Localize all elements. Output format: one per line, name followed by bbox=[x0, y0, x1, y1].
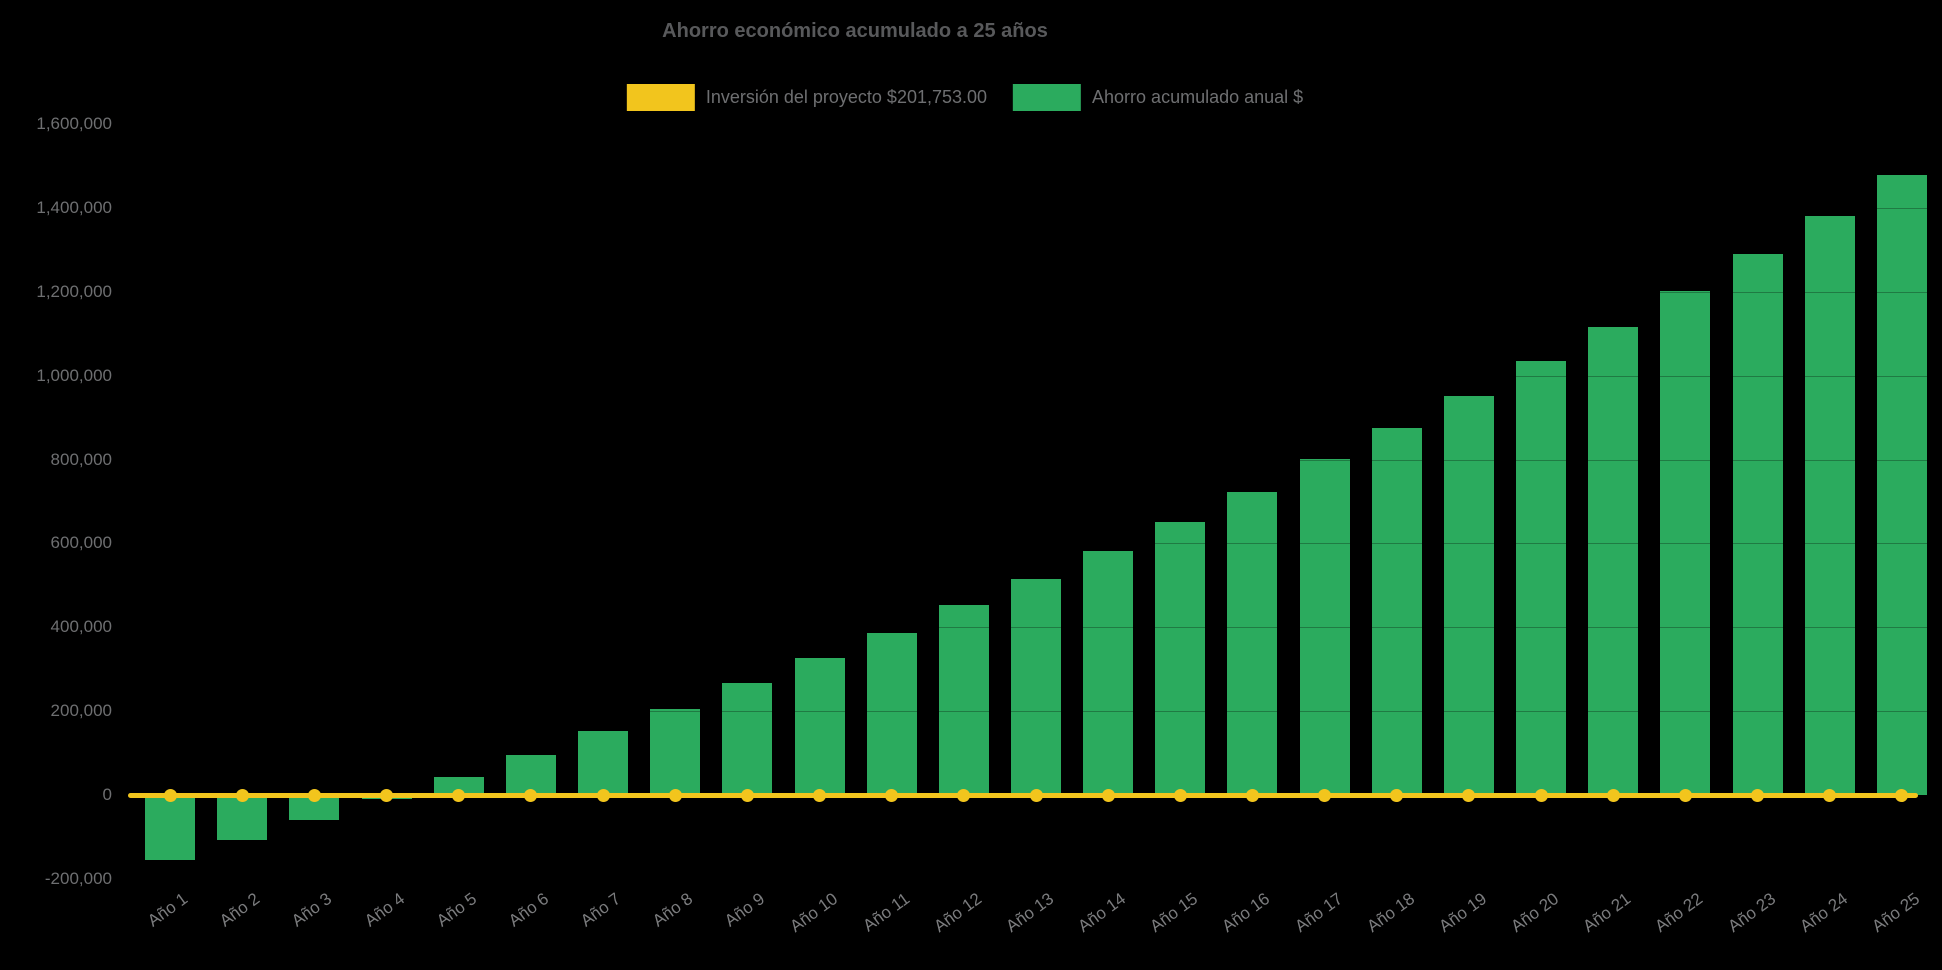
y-axis-tick-label: 1,600,000 bbox=[36, 114, 112, 133]
investment-legend-swatch bbox=[626, 84, 695, 111]
investment-line bbox=[128, 792, 1918, 798]
bar-año-11 bbox=[866, 633, 917, 795]
savings-legend-label: Ahorro acumulado anual $ bbox=[1092, 87, 1304, 107]
investment-line-marker bbox=[1823, 788, 1837, 802]
gridline bbox=[128, 375, 1942, 377]
y-axis-tick-label: 1,000,000 bbox=[36, 365, 112, 385]
gridline bbox=[128, 459, 1942, 461]
y-axis-tick-label: 400,000 bbox=[50, 617, 112, 637]
gridline bbox=[128, 291, 1942, 293]
investment-line-marker bbox=[740, 788, 754, 802]
investment-line-marker bbox=[307, 788, 321, 802]
gridline bbox=[128, 627, 1942, 629]
investment-line-marker bbox=[1678, 788, 1692, 802]
investment-line-marker bbox=[885, 788, 899, 802]
investment-line-marker bbox=[1173, 788, 1187, 802]
investment-line-marker bbox=[1318, 788, 1332, 802]
investment-legend-label: Inversión del proyecto $201,753.00 bbox=[705, 87, 988, 107]
bar-año-7 bbox=[578, 731, 629, 795]
bar-año-5 bbox=[433, 776, 484, 795]
investment-line-marker bbox=[524, 788, 538, 802]
y-axis-tick-label: 200,000 bbox=[50, 701, 112, 721]
investment-line-marker bbox=[235, 788, 249, 802]
gridline bbox=[128, 207, 1942, 209]
investment-line-marker bbox=[1751, 788, 1765, 802]
investment-line-marker bbox=[1606, 788, 1620, 802]
investment-line-marker bbox=[1534, 788, 1548, 802]
gridline bbox=[128, 878, 1942, 880]
bar-año-17 bbox=[1299, 459, 1350, 795]
bar-año-14 bbox=[1083, 550, 1134, 795]
investment-line-marker bbox=[452, 788, 466, 802]
bar-año-25 bbox=[1876, 175, 1927, 795]
bar-año-22 bbox=[1660, 291, 1711, 795]
investment-line-marker bbox=[596, 788, 610, 802]
bar-año-2 bbox=[217, 795, 268, 841]
legend-item-investment: Inversión del proyecto $201,753.00 bbox=[626, 84, 988, 111]
gridline bbox=[128, 543, 1942, 545]
investment-line-marker bbox=[1245, 788, 1259, 802]
investment-line-marker bbox=[1390, 788, 1404, 802]
bar-año-20 bbox=[1516, 361, 1567, 795]
chart-title: Ahorro económico acumulado a 25 años bbox=[662, 20, 1048, 42]
investment-line-marker bbox=[163, 788, 177, 802]
bar-año-15 bbox=[1155, 521, 1206, 795]
bar-año-24 bbox=[1804, 215, 1855, 795]
investment-line-marker bbox=[1462, 788, 1476, 802]
bar-año-18 bbox=[1371, 427, 1422, 795]
gridline bbox=[128, 711, 1942, 713]
legend-item-savings: Ahorro acumulado anual $ bbox=[1013, 84, 1303, 111]
bar-año-9 bbox=[722, 683, 773, 795]
investment-line-marker bbox=[813, 788, 827, 802]
investment-line-marker bbox=[1029, 788, 1043, 802]
y-axis-tick-label: -200,000 bbox=[44, 868, 112, 888]
bar-año-16 bbox=[1227, 491, 1278, 795]
bar-año-12 bbox=[938, 605, 989, 795]
bar-año-19 bbox=[1443, 396, 1494, 795]
y-axis-tick-label: 600,000 bbox=[50, 533, 112, 553]
savings-legend-swatch bbox=[1013, 84, 1082, 111]
y-axis-tick-label: 1,200,000 bbox=[36, 281, 112, 301]
y-axis-tick-label: 1,400,000 bbox=[36, 197, 112, 217]
y-axis-tick-label: 0 bbox=[102, 785, 112, 804]
gridline bbox=[128, 124, 1942, 125]
bar-año-6 bbox=[505, 755, 556, 795]
y-axis-tick-label: 800,000 bbox=[50, 449, 112, 469]
bar-año-21 bbox=[1588, 326, 1639, 795]
bar-año-23 bbox=[1732, 254, 1783, 795]
investment-line-marker bbox=[1101, 788, 1115, 802]
bar-año-13 bbox=[1011, 579, 1061, 795]
investment-line-marker bbox=[1895, 788, 1909, 802]
investment-line-marker bbox=[380, 788, 394, 802]
investment-line-marker bbox=[668, 788, 682, 802]
chart-legend: Inversión del proyecto $201,753.00 Ahorr… bbox=[626, 84, 1303, 111]
investment-line-marker bbox=[957, 788, 971, 802]
bar-año-8 bbox=[650, 709, 701, 795]
bar-año-1 bbox=[145, 795, 196, 860]
bar-año-10 bbox=[794, 658, 845, 795]
